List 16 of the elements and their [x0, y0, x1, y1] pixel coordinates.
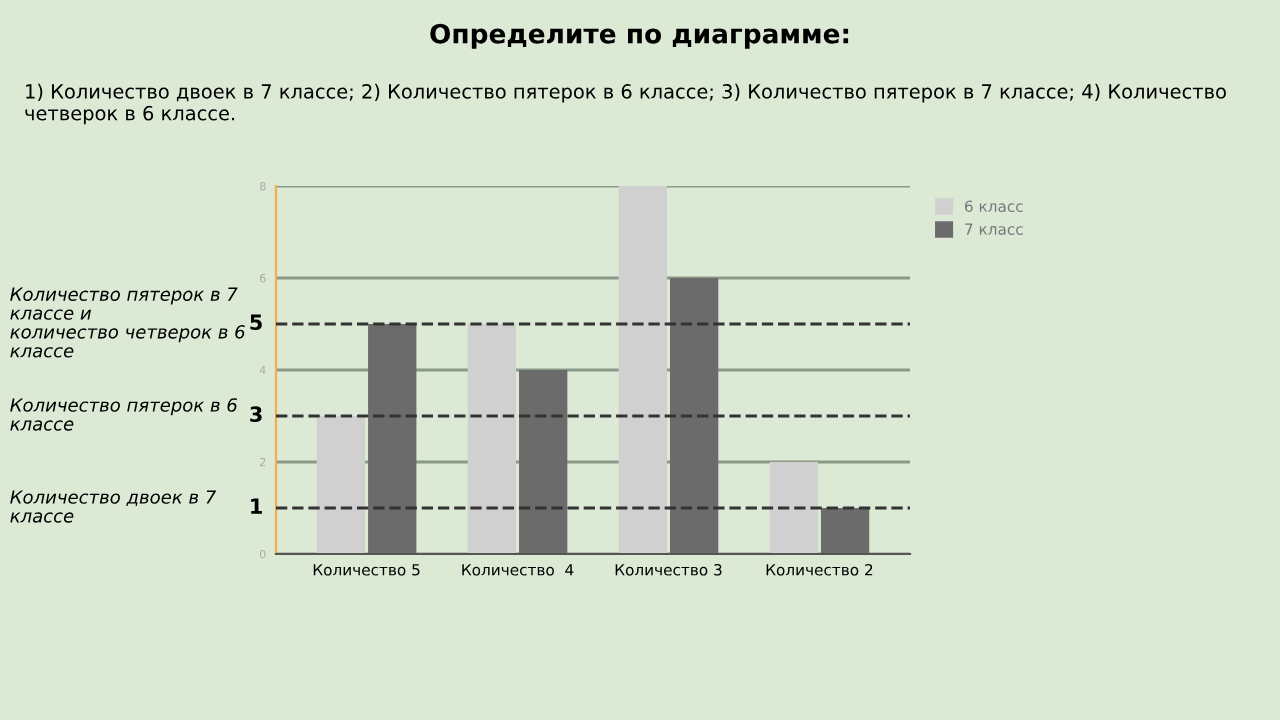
- chart-title: Определите по диаграмме:: [430, 23, 849, 49]
- bar: [618, 186, 667, 554]
- chart-subtitle: 1) Количество двоек в 7 классе; 2) Количество пятерок в 6 классе; 3) Количество пятерок в 7 классе; 4) Количество четверок в 6 классе.: [25, 83, 1226, 125]
- bar: [669, 278, 719, 554]
- bar: [820, 508, 870, 554]
- text: Количество пятерок в 6 классе: [10, 398, 238, 431]
- ref-line-label: 1: [251, 498, 262, 514]
- bar: [316, 416, 366, 554]
- text: Количество пятерок в 7 классе и количество четверок в 6 классе: [10, 287, 245, 358]
- text: Количество двоек в 7 классе: [10, 490, 217, 523]
- bar: [368, 324, 417, 554]
- bar: [519, 370, 568, 554]
- bar: [467, 324, 517, 554]
- bar: [769, 462, 818, 554]
- ref-line-label: 3: [250, 406, 262, 423]
- ref-line-label: 5: [250, 314, 262, 331]
